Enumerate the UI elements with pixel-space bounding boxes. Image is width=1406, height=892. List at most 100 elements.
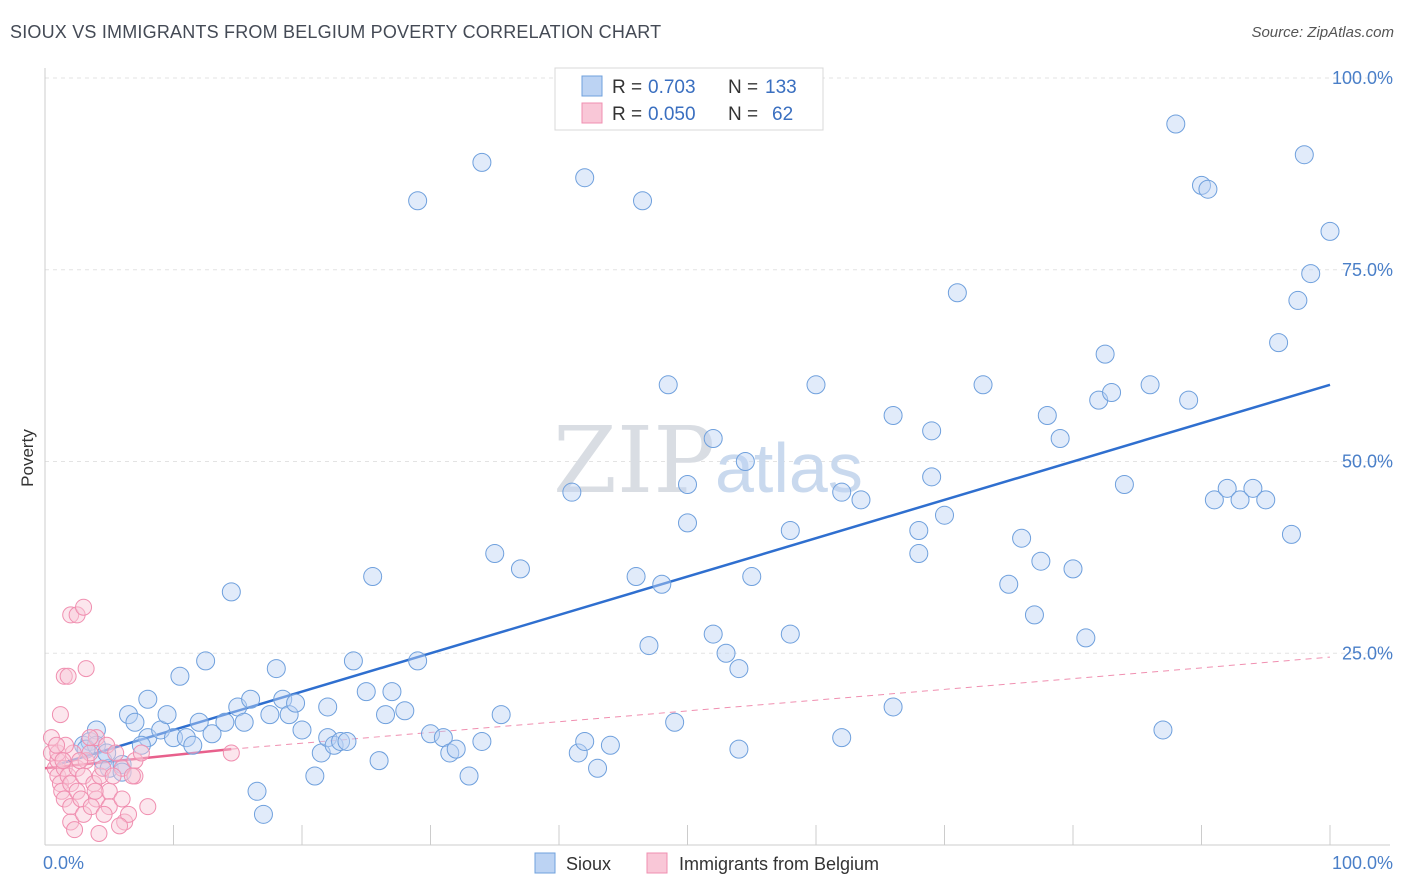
sioux-point-49	[421, 724, 440, 744]
sioux-point-39	[331, 731, 351, 751]
belgium-point-19	[77, 752, 95, 770]
belgium-point-38	[51, 706, 69, 724]
sioux-point-9	[125, 712, 145, 732]
sioux-point-83	[806, 375, 826, 395]
sioux-point-29	[266, 659, 286, 679]
sioux-point-108	[1140, 375, 1160, 395]
sioux-point-90	[909, 544, 929, 564]
legend-r-label-belgium: R =	[612, 104, 642, 125]
sioux-point-59	[472, 152, 492, 172]
sioux-point-84	[832, 728, 852, 748]
sioux-point-52	[446, 739, 466, 759]
y-axis-title: Poverty	[18, 429, 37, 487]
belgium-point-29	[107, 744, 125, 762]
y-tick-label-2: 75.0%	[1342, 260, 1393, 280]
sioux-point-74	[703, 624, 723, 644]
chart-title: SIOUX VS IMMIGRANTS FROM BELGIUM POVERTY…	[10, 22, 662, 42]
belgium-point-12	[62, 813, 80, 831]
belgium-point-51	[90, 824, 108, 842]
sioux-point-75	[703, 428, 723, 448]
sioux-point-114	[1204, 490, 1224, 510]
sioux-point-31	[279, 705, 299, 725]
sioux-point-46	[382, 682, 402, 702]
sioux-point-18	[189, 712, 209, 732]
legend-n-value-belgium: 62	[772, 104, 793, 125]
sioux-point-95	[973, 375, 993, 395]
sioux-point-120	[1281, 524, 1301, 544]
sioux-point-86	[851, 490, 871, 510]
sioux-point-115	[1217, 478, 1237, 498]
sioux-point-26	[247, 781, 267, 801]
sioux-point-8	[119, 705, 139, 725]
sioux-point-15	[170, 666, 190, 686]
sioux-point-91	[922, 467, 942, 487]
belgium-point-48	[66, 821, 84, 839]
bottom-legend: Sioux Immigrants from Belgium	[534, 852, 879, 874]
belgium-point-44	[77, 660, 95, 678]
belgium-point-52	[111, 817, 129, 835]
axes	[44, 68, 1390, 846]
x-tick-labels: 0.0% 100.0%	[43, 853, 1393, 873]
belgium-point-55	[54, 752, 72, 770]
sioux-point-116	[1230, 490, 1250, 510]
sioux-point-105	[1095, 344, 1115, 364]
sioux-point-88	[883, 405, 903, 425]
sioux-point-28	[260, 705, 280, 725]
sioux-point-48	[408, 651, 428, 671]
belgium-trend-extension	[231, 656, 1331, 750]
sioux-point-36	[318, 728, 338, 748]
legend-n-label-belgium: N =	[728, 104, 758, 125]
trend-lines	[44, 383, 1331, 770]
sioux-point-124	[1320, 221, 1340, 241]
sioux-point-118	[1256, 490, 1276, 510]
chart-source: Source: ZipAtlas.com	[1251, 24, 1394, 41]
x-tick-label-1: 100.0%	[1332, 853, 1393, 873]
bottom-legend-label-belgium: Immigrants from Belgium	[679, 854, 879, 874]
sioux-point-89	[909, 521, 929, 541]
sioux-point-42	[356, 682, 376, 702]
sioux-point-85	[832, 482, 852, 502]
sioux-point-93	[935, 505, 954, 525]
sioux-point-57	[510, 559, 530, 579]
sioux-point-80	[742, 567, 762, 587]
sioux-point-47	[395, 701, 415, 721]
legend-n-value-sioux: 133	[765, 77, 797, 98]
sioux-point-64	[600, 735, 620, 755]
sioux-point-101	[1050, 428, 1070, 448]
belgium-point-43	[75, 598, 93, 616]
sioux-point-117	[1243, 478, 1263, 498]
sioux-point-122	[1294, 145, 1314, 165]
y-tick-label-1: 50.0%	[1342, 452, 1393, 472]
sioux-point-100	[1037, 405, 1057, 425]
belgium-point-37	[139, 798, 157, 816]
sioux-point-71	[665, 712, 685, 732]
sioux-point-70	[658, 375, 678, 395]
y-tick-labels: 25.0% 50.0% 75.0% 100.0%	[1332, 68, 1393, 663]
belgium-point-45	[81, 729, 99, 747]
sioux-point-92	[922, 421, 942, 441]
sioux-point-27	[253, 804, 273, 824]
sioux-point-78	[729, 739, 749, 759]
sioux-point-24	[234, 712, 254, 732]
sioux-point-111	[1179, 390, 1199, 410]
sioux-point-94	[947, 283, 967, 303]
watermark: ZIP atlas	[553, 407, 863, 514]
sioux-point-22	[221, 582, 241, 602]
belgium-point-56	[48, 736, 66, 754]
belgium-point-57	[86, 782, 104, 800]
belgium-trend-line	[44, 747, 232, 770]
sioux-trend-line	[57, 383, 1331, 766]
sioux-point-110	[1166, 114, 1186, 134]
sioux-point-99	[1031, 551, 1051, 571]
sioux-point-55	[485, 544, 505, 564]
belgium-point-33	[120, 805, 138, 823]
sioux-point-56	[491, 705, 511, 725]
sioux-point-17	[183, 735, 203, 755]
sioux-point-107	[1114, 475, 1134, 495]
legend-swatch-sioux	[581, 75, 603, 97]
bottom-legend-label-sioux: Sioux	[566, 854, 611, 874]
belgium-point-36	[132, 744, 150, 762]
sioux-point-66	[626, 567, 646, 587]
sioux-point-16	[176, 728, 196, 748]
